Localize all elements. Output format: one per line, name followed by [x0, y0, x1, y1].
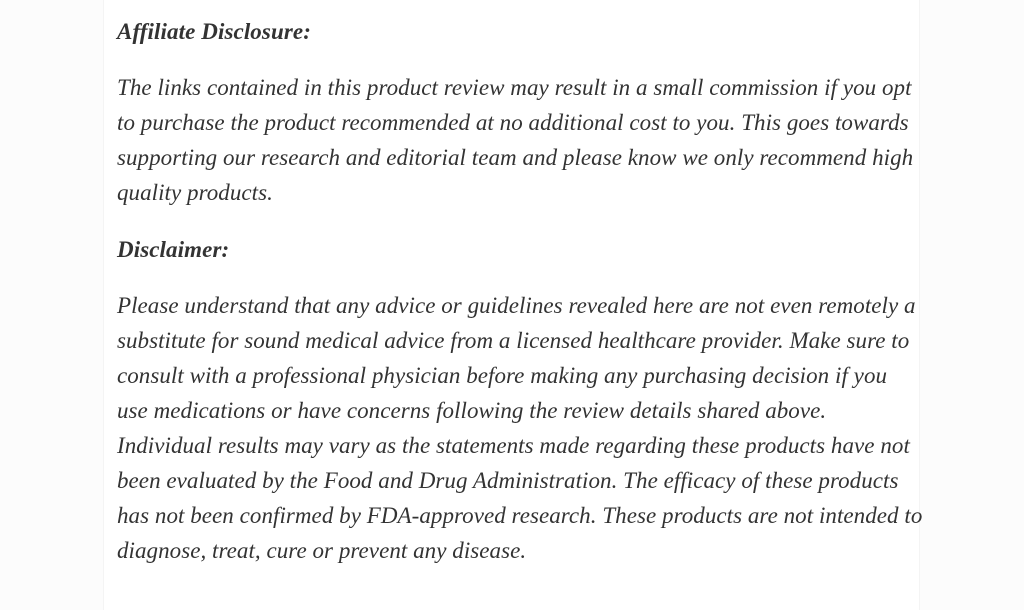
spacer-after-disclaimer-heading — [117, 267, 923, 288]
spacer-before-disclaimer-heading — [117, 210, 923, 232]
disclaimer-heading: Disclaimer: — [117, 237, 230, 262]
article-body: Affiliate Disclosure: The links containe… — [117, 0, 923, 568]
affiliate-disclosure-paragraph: The links contained in this product revi… — [117, 75, 914, 205]
article-content-card: Affiliate Disclosure: The links containe… — [103, 0, 923, 610]
spacer-after-affiliate-heading — [117, 49, 923, 70]
affiliate-disclosure-heading: Affiliate Disclosure: — [117, 19, 311, 44]
disclaimer-paragraph: Please understand that any advice or gui… — [117, 293, 923, 563]
